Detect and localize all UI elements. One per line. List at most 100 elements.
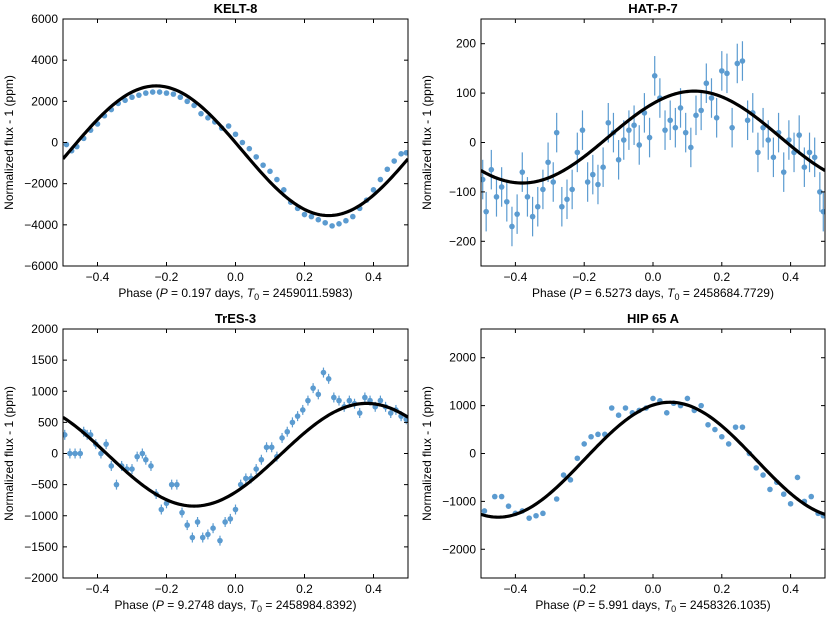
y-tick-label: 1500 — [31, 353, 58, 367]
data-point — [253, 466, 259, 472]
x-tick-label: −0.2 — [572, 582, 596, 596]
x-axis-label: Phase (P = 6.5273 days, T0 = 2458684.772… — [532, 286, 774, 302]
data-point — [703, 80, 710, 87]
data-point — [667, 117, 673, 124]
data-point — [329, 223, 335, 229]
data-point — [550, 179, 557, 185]
data-point — [198, 110, 204, 117]
data-point — [708, 95, 715, 101]
data-point — [553, 129, 560, 136]
data-point — [284, 428, 291, 435]
data-point — [343, 217, 349, 224]
data-point — [505, 503, 512, 509]
data-point — [533, 512, 539, 519]
x-tick-label: 0.4 — [782, 582, 799, 596]
x-tick-label: −0.4 — [86, 582, 110, 596]
data-point — [268, 444, 275, 451]
x-tick-label: 0.2 — [296, 582, 313, 596]
data-point — [483, 208, 489, 215]
y-tick-label: 1000 — [31, 384, 58, 398]
y-tick-label: −2000 — [24, 177, 58, 191]
x-tick-label: 0.0 — [227, 582, 244, 596]
data-point — [719, 433, 725, 440]
data-point — [729, 124, 735, 131]
data-point — [210, 525, 216, 531]
x-axis-label: Phase (P = 9.2748 days, T0 = 2458984.839… — [115, 598, 357, 614]
x-tick-label: −0.2 — [155, 270, 179, 284]
data-point — [574, 455, 581, 462]
data-point — [362, 394, 368, 401]
data-point — [299, 407, 306, 413]
data-point — [148, 463, 154, 469]
data-point — [794, 474, 801, 481]
data-point — [315, 216, 322, 223]
data-point — [129, 94, 135, 101]
data-point — [646, 134, 653, 141]
data-point — [631, 122, 637, 129]
data-point — [615, 412, 622, 418]
data-point — [519, 169, 526, 175]
x-tick-label: 0.4 — [782, 270, 799, 284]
panel-hip-65-a: −0.4 −0.2 0.0 0.2 0.4 −2000 −1000 0 1000 2000 HIP … — [420, 311, 826, 614]
data-point — [136, 92, 142, 98]
data-point — [682, 129, 689, 136]
chart-title: HAT-P-7 — [628, 1, 678, 16]
panel-kelt-8: −0.4 −0.2 0.0 0.2 0.4 −6000 −4000 −2000 0 2000 400… — [2, 1, 409, 302]
data-point — [698, 402, 704, 409]
x-tick-label: 0.2 — [713, 582, 730, 596]
data-point — [732, 424, 739, 430]
data-point — [189, 534, 196, 541]
data-point — [488, 166, 495, 173]
data-point — [753, 465, 759, 471]
x-tick-label: −0.4 — [504, 270, 528, 284]
data-point — [246, 145, 253, 152]
data-point — [174, 481, 180, 488]
panel-hat-p-7: −0.4 −0.2 0.0 0.2 0.4 −200 −100 0 100 200 HAT-P-7 P… — [420, 1, 826, 302]
x-tick-label: −0.2 — [155, 582, 179, 596]
data-point — [559, 203, 565, 210]
data-point — [755, 149, 761, 156]
data-point — [579, 127, 586, 133]
data-point — [77, 450, 84, 457]
y-tick-label: −100 — [449, 185, 476, 199]
data-point — [588, 433, 594, 440]
data-point — [232, 506, 239, 513]
y-tick-label: 0 — [469, 447, 476, 461]
x-tick-label: −0.2 — [572, 270, 596, 284]
data-point — [139, 450, 146, 457]
data-point — [693, 112, 699, 119]
data-point — [498, 184, 505, 190]
data-point — [620, 137, 627, 143]
data-point — [540, 186, 546, 193]
data-point — [377, 397, 384, 404]
data-point — [356, 410, 363, 416]
plot-area — [63, 367, 408, 546]
data-point — [622, 405, 629, 411]
y-tick-label: −6000 — [24, 259, 58, 273]
data-point — [63, 432, 68, 438]
data-point — [498, 493, 505, 500]
data-point — [239, 139, 246, 146]
data-point — [103, 441, 109, 447]
data-point — [398, 151, 404, 157]
model-curve — [63, 84, 408, 218]
data-point — [744, 117, 751, 124]
model-curve — [481, 89, 825, 185]
data-point — [315, 391, 322, 398]
data-point — [232, 131, 239, 138]
data-point — [524, 194, 531, 200]
chart-title: HIP 65 A — [627, 311, 680, 326]
x-tick-label: 0.4 — [365, 582, 382, 596]
data-point — [129, 466, 135, 472]
data-point — [253, 154, 259, 160]
data-point — [346, 397, 353, 404]
y-axis-label: Normalized flux - 1 (ppm) — [420, 386, 434, 521]
data-point — [194, 519, 201, 525]
data-point — [305, 397, 311, 404]
y-tick-label: 0 — [51, 136, 58, 150]
data-point — [72, 450, 78, 457]
data-point — [184, 522, 190, 528]
data-point — [67, 450, 73, 457]
data-point — [514, 211, 520, 217]
